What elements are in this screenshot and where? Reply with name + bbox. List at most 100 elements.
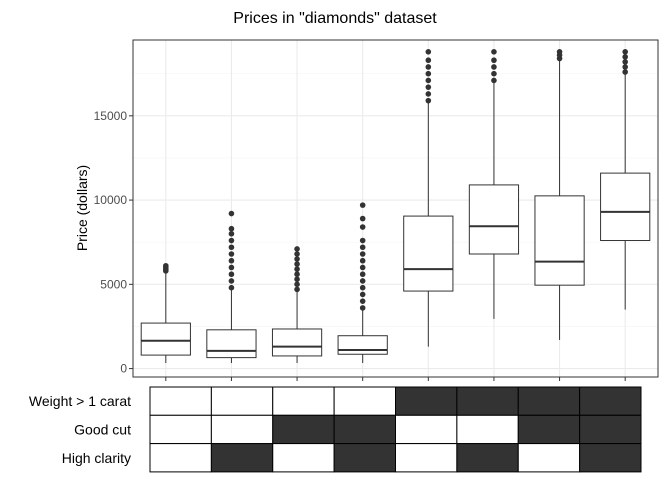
y-tick-label: 15000 — [94, 109, 128, 123]
outlier-point — [228, 284, 235, 291]
outlier-point — [359, 298, 366, 304]
box-iqr — [534, 195, 585, 286]
indicator-matrix: Weight > 1 carat Good cut High clarity — [29, 386, 642, 473]
y-tick-label: 5000 — [100, 277, 127, 291]
outlier-point — [491, 48, 497, 55]
indicator-cell-filled — [333, 443, 396, 473]
outlier-points — [228, 210, 235, 291]
indicator-row-label: Weight > 1 carat — [29, 393, 131, 409]
outlier-point — [491, 77, 497, 84]
indicator-cell-empty — [456, 414, 519, 445]
outlier-point — [228, 278, 235, 284]
indicator-cell-empty — [210, 386, 274, 416]
x-axis-ticks — [165, 377, 626, 381]
indicator-cell-empty — [149, 386, 212, 416]
outlier-points — [622, 48, 628, 75]
outlier-point — [228, 251, 235, 257]
indicator-row-label: Good cut — [74, 421, 131, 437]
y-axis: 0 5000 10000 15000 — [94, 109, 133, 376]
outlier-points — [294, 246, 300, 293]
outlier-point — [228, 210, 235, 217]
outlier-point — [425, 97, 432, 104]
outlier-point — [228, 257, 235, 264]
outlier-point — [425, 57, 432, 64]
outlier-point — [359, 215, 366, 222]
box-iqr — [468, 184, 520, 255]
box-iqr — [206, 329, 257, 359]
outlier-point — [622, 59, 628, 65]
box-iqr — [337, 335, 388, 355]
outlier-point — [294, 271, 300, 278]
indicator-cell-empty — [395, 443, 458, 473]
box-iqr — [403, 215, 454, 292]
box-plot — [206, 210, 257, 364]
outlier-point — [228, 271, 235, 278]
indicator-cell-filled — [395, 386, 458, 416]
outlier-point — [228, 237, 235, 244]
indicator-cell-filled — [579, 386, 642, 416]
outlier-point — [359, 251, 366, 257]
indicator-cell-filled — [456, 386, 519, 416]
outlier-point — [228, 230, 235, 237]
outlier-point — [556, 48, 563, 55]
outlier-point — [425, 77, 432, 84]
box-plot — [337, 202, 388, 364]
indicator-row-label: High clarity — [62, 450, 131, 466]
outlier-point — [359, 291, 366, 298]
outlier-point — [622, 69, 628, 75]
indicator-cell-filled — [579, 414, 642, 445]
outlier-point — [425, 64, 432, 70]
outlier-point — [359, 278, 366, 284]
indicator-row: Good cut — [74, 414, 642, 445]
box-plot — [140, 262, 191, 364]
y-tick-label: 0 — [120, 362, 127, 376]
indicator-cell-filled — [456, 443, 519, 473]
outlier-point — [359, 257, 366, 264]
outlier-point — [163, 262, 169, 269]
chart-title: Prices in "diamonds" dataset — [233, 10, 437, 27]
indicator-cell-filled — [579, 443, 642, 473]
indicator-cell-empty — [517, 443, 581, 473]
outlier-points — [163, 262, 169, 274]
box-iqr — [140, 322, 191, 356]
y-tick-label: 10000 — [94, 193, 128, 207]
outlier-point — [359, 237, 366, 244]
outlier-point — [359, 202, 366, 208]
indicator-cell-filled — [517, 414, 581, 445]
outlier-points — [359, 202, 366, 311]
indicator-cell-empty — [395, 414, 458, 445]
outlier-point — [294, 256, 300, 262]
outlier-point — [294, 251, 300, 257]
indicator-cell-filled — [333, 414, 396, 445]
outlier-point — [294, 266, 300, 272]
outlier-point — [622, 64, 628, 70]
outlier-point — [294, 276, 300, 283]
outlier-point — [359, 305, 366, 311]
y-axis-title: Price (dollars) — [74, 165, 90, 251]
outlier-point — [622, 48, 628, 55]
outlier-point — [491, 57, 497, 64]
indicator-cell-empty — [272, 443, 335, 473]
outlier-point — [228, 244, 235, 251]
box-plots — [140, 48, 651, 364]
outlier-point — [294, 281, 300, 288]
outlier-point — [359, 284, 366, 291]
outlier-point — [359, 264, 366, 271]
indicator-cell-empty — [149, 414, 212, 445]
outlier-point — [294, 286, 300, 293]
outlier-point — [359, 224, 366, 230]
indicator-cell-filled — [517, 386, 581, 416]
outlier-point — [491, 70, 497, 77]
outlier-points — [491, 48, 497, 84]
outlier-point — [425, 48, 432, 55]
box-plot — [271, 246, 323, 364]
outlier-point — [425, 84, 432, 90]
outlier-point — [622, 54, 628, 60]
outlier-points — [425, 48, 432, 104]
box-iqr — [600, 172, 651, 242]
outlier-point — [294, 246, 300, 252]
indicator-cell-filled — [272, 414, 335, 445]
outlier-point — [425, 91, 432, 97]
indicator-cell-empty — [333, 386, 396, 416]
panel-border — [132, 39, 659, 378]
